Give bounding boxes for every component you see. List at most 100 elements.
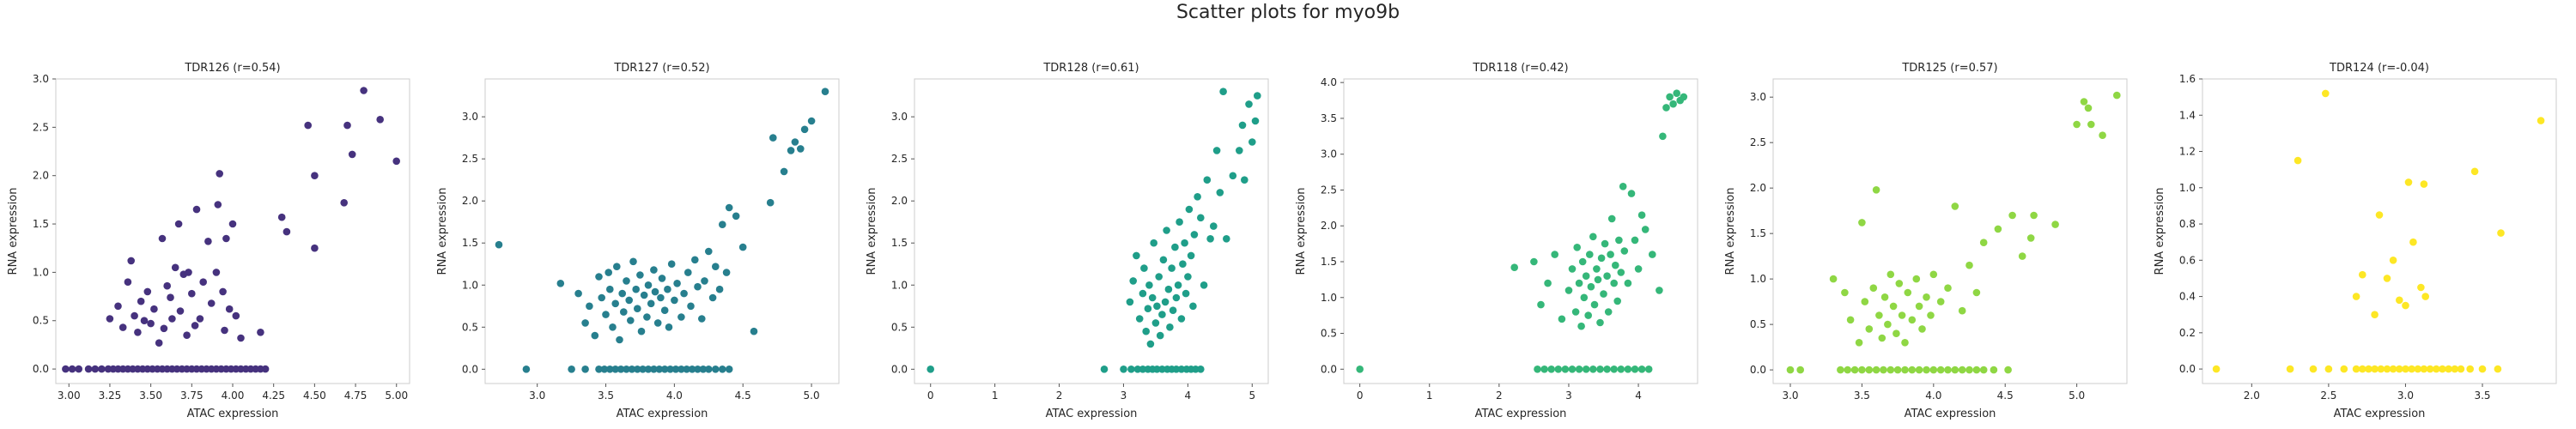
data-point xyxy=(719,366,726,373)
data-point xyxy=(1944,366,1952,374)
y-tick-label: 3.0 xyxy=(33,73,49,85)
data-point xyxy=(216,170,223,178)
y-tick-label: 2.5 xyxy=(1321,184,1337,196)
data-point xyxy=(1229,172,1237,180)
data-point xyxy=(199,278,207,287)
data-point xyxy=(1889,302,1898,311)
data-point xyxy=(2457,365,2465,373)
x-axis-label: ATAC expression xyxy=(617,408,708,420)
data-point xyxy=(2408,365,2415,373)
data-point xyxy=(2322,89,2330,98)
data-point xyxy=(1194,193,1201,201)
data-point xyxy=(1182,289,1190,298)
data-point xyxy=(1872,366,1880,374)
x-tick-label: 4.0 xyxy=(666,390,683,402)
x-tick-label: 5.00 xyxy=(385,390,408,402)
data-point xyxy=(657,293,665,302)
data-point xyxy=(2309,365,2318,373)
data-point xyxy=(2073,120,2081,129)
data-point xyxy=(191,322,199,329)
data-point xyxy=(1607,251,1614,258)
data-point xyxy=(2084,104,2093,112)
data-point xyxy=(2389,257,2397,264)
data-point xyxy=(632,285,640,293)
data-point xyxy=(625,296,633,305)
data-point xyxy=(1627,190,1636,197)
x-tick-label: 4.50 xyxy=(303,390,326,402)
data-point xyxy=(1177,315,1186,323)
data-point xyxy=(1189,302,1197,311)
x-tick-label: 2.5 xyxy=(2320,390,2336,402)
data-point xyxy=(1604,308,1613,316)
data-point xyxy=(1176,218,1183,226)
data-point xyxy=(1619,183,1627,190)
data-point xyxy=(1603,366,1611,373)
y-tick-label: 2.0 xyxy=(1750,182,1766,194)
data-point xyxy=(2426,365,2434,373)
y-tick-label: 0.5 xyxy=(462,321,478,333)
data-point xyxy=(2293,156,2302,165)
data-point xyxy=(1915,366,1923,374)
data-point xyxy=(1169,306,1177,315)
data-point xyxy=(683,366,690,373)
data-point xyxy=(1861,298,1869,305)
data-point xyxy=(1631,366,1639,373)
data-point xyxy=(1184,273,1192,281)
data-point xyxy=(650,366,658,373)
data-point xyxy=(1174,281,1182,289)
data-point xyxy=(1100,366,1109,373)
data-point xyxy=(821,88,829,95)
data-point xyxy=(1884,320,1892,329)
x-tick-label: 5 xyxy=(1249,390,1255,402)
data-point xyxy=(680,289,688,298)
data-point xyxy=(598,293,605,302)
data-point xyxy=(1958,306,1966,315)
data-point xyxy=(1844,366,1851,374)
data-point xyxy=(634,305,641,313)
data-point xyxy=(1659,132,1667,141)
data-point xyxy=(1356,366,1364,373)
data-point xyxy=(1669,100,1677,108)
data-point xyxy=(667,260,676,269)
y-tick-label: 0.2 xyxy=(2179,327,2196,339)
data-point xyxy=(376,116,385,124)
y-tick-label: 2.5 xyxy=(462,153,478,165)
data-point xyxy=(1662,104,1670,112)
data-point xyxy=(1855,339,1863,347)
data-point xyxy=(750,327,758,335)
x-tick-label: 4.0 xyxy=(1925,390,1941,402)
data-point xyxy=(1610,279,1618,287)
data-point xyxy=(140,317,149,325)
y-tick-label: 1.5 xyxy=(33,218,49,230)
y-tick-label: 0.4 xyxy=(2179,291,2196,303)
data-point xyxy=(1580,293,1589,302)
y-tick-label: 0.0 xyxy=(462,363,478,375)
data-point xyxy=(392,157,401,166)
data-point xyxy=(1656,287,1663,294)
data-point xyxy=(1872,186,1880,194)
y-tick-label: 1.0 xyxy=(1321,292,1337,304)
data-point xyxy=(1146,340,1155,348)
data-point xyxy=(1837,366,1844,374)
data-point xyxy=(134,329,142,336)
y-tick-label: 2.0 xyxy=(891,195,908,207)
data-point xyxy=(1680,93,1688,101)
x-tick-label: 3.25 xyxy=(99,390,122,402)
data-point xyxy=(655,366,664,373)
data-point xyxy=(1577,322,1585,330)
data-point xyxy=(1600,290,1607,298)
data-point xyxy=(1587,282,1595,291)
data-point xyxy=(1575,279,1583,287)
data-point xyxy=(600,366,609,373)
data-point xyxy=(1596,366,1604,373)
scatter-panel-5: TDR125 (r=0.57) 3.0 3.5 4.0 4.5 5.0 0.0 0.5 1.0 1… xyxy=(1724,62,2128,420)
data-point xyxy=(2026,234,2035,242)
x-tick-label: 3.00 xyxy=(58,390,81,402)
data-point xyxy=(311,244,319,252)
data-point xyxy=(684,269,692,276)
plot-frame xyxy=(2202,78,2557,384)
data-point xyxy=(1251,117,1260,125)
data-point xyxy=(1172,366,1181,373)
data-point xyxy=(606,366,614,373)
data-point xyxy=(1155,273,1163,281)
